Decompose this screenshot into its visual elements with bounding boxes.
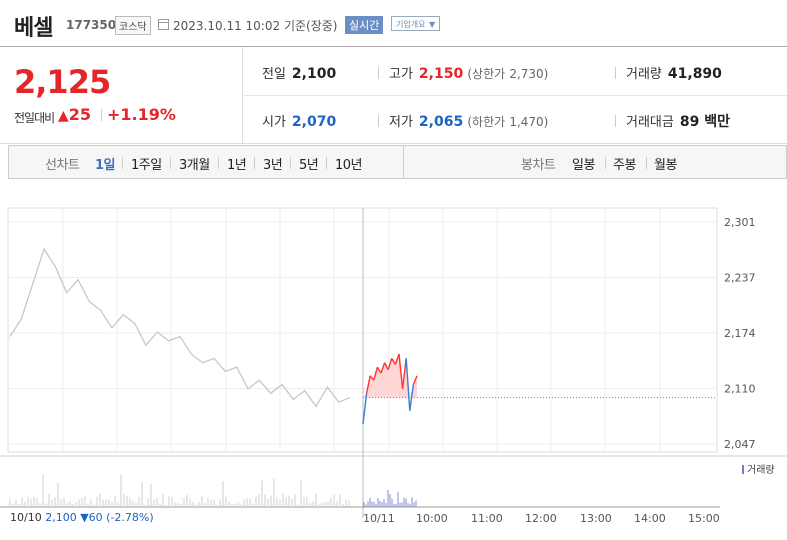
divider [218, 157, 219, 169]
today-line-segment [391, 357, 397, 365]
change-percent: +1.19% [107, 105, 176, 124]
tab-monthly[interactable]: 월봉 [654, 158, 677, 173]
change-label: 전일대비 [14, 111, 55, 125]
divider [290, 157, 291, 169]
candle-chart-label: 봉차트 [521, 158, 556, 173]
current-price-box: 2,125 전일대비 ▲25 +1.19% [0, 47, 243, 144]
tab-1y[interactable]: 1년 [227, 158, 247, 173]
open-price: 시가 2,070 [262, 114, 337, 130]
today-line-segment [409, 384, 415, 411]
today-line-segment [401, 358, 407, 390]
y-tick-label: 2,110 [724, 383, 756, 396]
trade-amount: 거래대금 89 백만 [626, 114, 730, 130]
tab-1w[interactable]: 1주일 [131, 158, 162, 173]
volume-legend: 거래량 [742, 461, 775, 476]
y-tick-label: 2,174 [724, 327, 756, 340]
tab-3m[interactable]: 3개월 [179, 158, 210, 173]
row-divider [244, 95, 787, 96]
up-triangle-icon: ▲ [58, 108, 69, 124]
x-tick-label: 12:00 [525, 512, 557, 525]
volume-legend-swatch [742, 465, 744, 474]
divider [378, 67, 379, 79]
divider [326, 157, 327, 169]
today-line-segment [362, 393, 368, 424]
prev-day-summary: 10/10 2,100 ▼60 (-2.78%) [10, 511, 154, 524]
volume: 거래량 41,890 [626, 66, 722, 82]
divider [122, 157, 123, 169]
x-tick-label: 11:00 [471, 512, 503, 525]
chevron-down-icon: ▼ [428, 20, 436, 29]
tab-daily[interactable]: 일봉 [572, 158, 595, 173]
divider [170, 157, 171, 169]
line-chart-label: 선차트 [45, 158, 80, 173]
chart-canvas[interactable]: 2,301 2,237 2,174 2,110 2,047 10/11 10:00 11:00… [0, 180, 787, 540]
tab-3y[interactable]: 3년 [263, 158, 283, 173]
high-price: 고가 2,150 (상한가 2,730) [389, 66, 549, 82]
today-line-segment [376, 366, 382, 374]
x-tick-label: 10:00 [416, 512, 448, 525]
today-line-segment [394, 353, 400, 365]
quote-time: 2023.10.11 10:02 기준(장중) [173, 19, 338, 33]
current-price: 2,125 [14, 63, 111, 101]
prev-close: 전일 2,100 [262, 66, 337, 82]
quote-panel: 2,125 전일대비 ▲25 +1.19% 전일 2,100 고가 2,150 (상… [0, 46, 787, 144]
divider [615, 115, 616, 127]
y-tick-label: 2,237 [724, 272, 756, 285]
tab-10y[interactable]: 10년 [335, 158, 363, 173]
tab-1d[interactable]: 1일 [95, 158, 116, 173]
x-tick-label: 14:00 [634, 512, 666, 525]
stock-name: 베셀 [14, 16, 53, 41]
prev-day-line [9, 247, 351, 408]
today-line-segment [383, 362, 389, 371]
y-tick-label: 2,047 [724, 438, 756, 451]
calendar-icon [158, 19, 169, 30]
company-overview-dropdown[interactable]: 기업개요 ▼ [391, 16, 441, 31]
divider [605, 157, 606, 169]
tab-5y[interactable]: 5년 [299, 158, 319, 173]
today-line-segment [412, 375, 418, 385]
low-price: 저가 2,065 (하한가 1,470) [389, 114, 549, 130]
today-line-segment [387, 358, 393, 370]
tab-weekly[interactable]: 주봉 [613, 158, 636, 173]
x-tick-label: 10/11 [363, 512, 395, 525]
x-tick-label: 13:00 [580, 512, 612, 525]
change-value: ▲25 [58, 105, 92, 124]
divider [646, 157, 647, 169]
stock-code: 177350 [66, 18, 117, 32]
divider [101, 109, 102, 121]
stock-header: 베셀 177350 코스닥 2023.10.11 10:02 기준(장중) 실시… [0, 0, 787, 46]
divider [254, 157, 255, 169]
tab-group-divider [403, 146, 404, 178]
today-line-segment [373, 366, 379, 381]
today-line-segment [405, 358, 411, 411]
divider [378, 115, 379, 127]
today-line-segment [369, 375, 375, 381]
today-line-segment [365, 375, 371, 394]
divider [615, 67, 616, 79]
y-tick-label: 2,301 [724, 216, 756, 229]
today-line-segment [398, 353, 404, 390]
x-tick-label: 15:00 [688, 512, 720, 525]
chart-tabs: 선차트 1일 1주일 3개월 1년 3년 5년 10년 봉차트 일봉 주봉 월봉 [8, 145, 787, 179]
intraday-chart[interactable]: 2,301 2,237 2,174 2,110 2,047 10/11 10:00 11:00… [0, 180, 787, 540]
realtime-button[interactable]: 실시간 [345, 16, 384, 34]
market-badge: 코스닥 [115, 16, 151, 35]
today-line-segment [380, 362, 386, 374]
